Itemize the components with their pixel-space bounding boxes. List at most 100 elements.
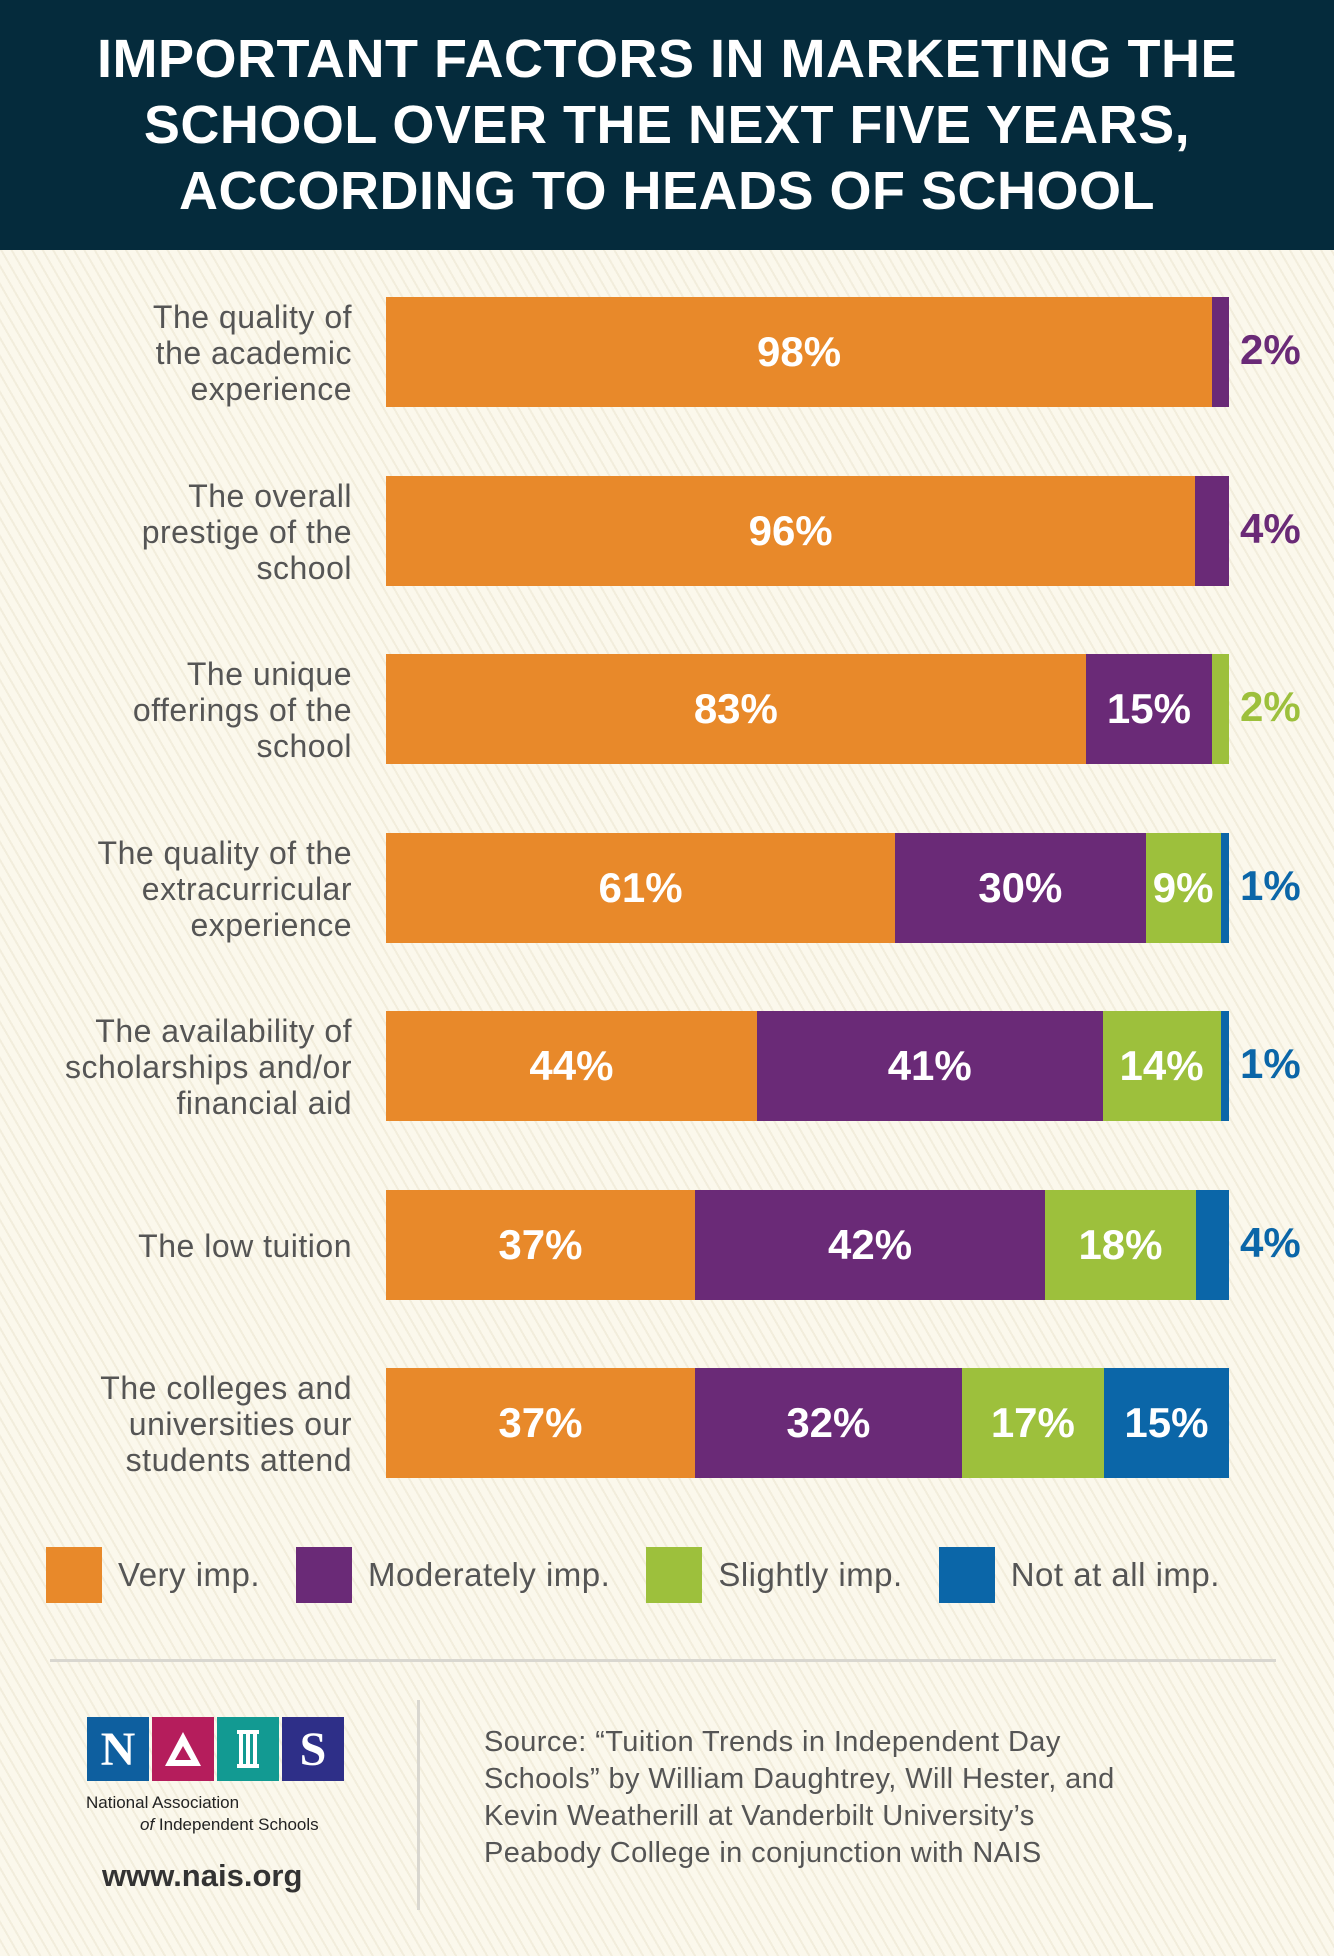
category-label: The colleges and universities our students… xyxy=(12,1370,352,1478)
data-label: 37% xyxy=(498,1399,583,1446)
category-label: The quality of the extracurricular experie… xyxy=(12,835,352,943)
legend-label: Slightly imp. xyxy=(718,1556,903,1593)
category-label-line: The overall xyxy=(188,477,352,514)
category-label-line: students attend xyxy=(125,1442,352,1478)
category-label-line: The quality of the xyxy=(97,834,352,871)
category-label-line: experience xyxy=(190,371,352,407)
website-link[interactable]: www.nais.org xyxy=(102,1858,303,1893)
data-label: 18% xyxy=(1078,1220,1163,1268)
data-label: 61% xyxy=(598,863,683,911)
data-label: 2% xyxy=(1240,326,1301,373)
bar-segment xyxy=(1220,1011,1229,1121)
chart-title-line: SCHOOL OVER THE NEXT FIVE YEARS, xyxy=(143,95,1191,155)
data-label: 42% xyxy=(828,1220,913,1268)
logo-block: N xyxy=(87,1717,149,1781)
org-name: National Association of Independent Scho… xyxy=(86,1792,319,1836)
category-label: The low tuition xyxy=(12,1228,352,1264)
data-label: 1% xyxy=(1240,861,1301,909)
data-label: 30% xyxy=(978,863,1063,911)
legend-label: Moderately imp. xyxy=(368,1556,611,1593)
category-label-line: The availability of xyxy=(95,1013,352,1049)
source-line: Schools” by William Daughtrey, Will Hest… xyxy=(484,1763,1115,1795)
legend-item: Not at all imp. xyxy=(938,1547,1220,1603)
bar-segment xyxy=(1195,1189,1229,1300)
category-label-line: The quality of xyxy=(152,299,352,335)
chart-title-line: ACCORDING TO HEADS OF SCHOOL xyxy=(178,161,1156,221)
category-label-line: The low tuition xyxy=(138,1227,352,1264)
bar-segment: 83% xyxy=(386,654,1086,764)
bar-segment: 98% xyxy=(386,297,1213,407)
data-label: 17% xyxy=(990,1399,1075,1446)
legend-swatch xyxy=(296,1547,353,1603)
data-label: 37% xyxy=(498,1220,583,1268)
bar-segment: 37% xyxy=(386,1368,695,1478)
legend-swatch xyxy=(46,1547,102,1603)
category-label-line: school xyxy=(256,549,352,586)
bar-segment: 42% xyxy=(694,1189,1046,1300)
stacked-bar-chart: The quality of the academic experience 98% 2… xyxy=(12,297,1301,1478)
logo-block xyxy=(152,1717,214,1781)
logo-block: S xyxy=(282,1717,344,1781)
source-note: Source: “Tuition Trends in Independent D… xyxy=(484,1724,1264,1872)
chart-title-line: IMPORTANT FACTORS IN MARKETING THE xyxy=(97,29,1237,89)
data-label: 41% xyxy=(887,1042,972,1089)
category-label-line: offerings of the xyxy=(132,692,352,728)
legend-item: Slightly imp. xyxy=(646,1547,902,1603)
category-label-line: The unique xyxy=(186,656,352,692)
bar-segment: 15% xyxy=(1085,654,1213,764)
bar-segment: 15% xyxy=(1103,1368,1229,1478)
legend-item: Very imp. xyxy=(46,1547,260,1603)
bar-segment: 17% xyxy=(961,1368,1104,1478)
bar-segment xyxy=(1212,654,1229,764)
legend-swatch xyxy=(646,1547,703,1603)
category-label-line: universities our xyxy=(128,1406,352,1442)
category-label-line: the academic xyxy=(155,335,352,371)
bar-segment: 32% xyxy=(694,1368,962,1478)
data-label: 4% xyxy=(1240,504,1301,552)
vertical-divider xyxy=(417,1700,420,1910)
category-label-line: experience xyxy=(190,906,352,943)
bar-segment: 18% xyxy=(1045,1189,1196,1300)
nais-logo: N S xyxy=(87,1717,347,1781)
category-label: The unique offerings of the school xyxy=(12,656,352,764)
source-line: Source: “Tuition Trends in Independent D… xyxy=(484,1726,1061,1758)
bar-segment: 30% xyxy=(895,832,1146,943)
legend-label: Very imp. xyxy=(118,1556,261,1593)
data-label: 44% xyxy=(529,1042,614,1089)
category-label-line: The colleges and xyxy=(100,1370,352,1406)
bar-segment xyxy=(1220,832,1229,943)
legend: Very imp. Moderately imp. Slightly imp. Not… xyxy=(46,1547,1256,1603)
bar-segment xyxy=(1195,475,1229,586)
bar-segment: 96% xyxy=(386,475,1196,586)
category-label-line: scholarships and/or xyxy=(65,1049,352,1085)
source-line: Kevin Weatherill at Vanderbilt Universit… xyxy=(484,1800,1035,1832)
bar-segment: 9% xyxy=(1145,832,1221,943)
data-label: 32% xyxy=(786,1399,871,1446)
legend-label: Not at all imp. xyxy=(1010,1556,1220,1593)
org-name-line: National Association xyxy=(86,1793,240,1812)
category-label: The availability of scholarships and/or fi… xyxy=(12,1013,352,1121)
data-label: 96% xyxy=(748,506,833,554)
source-line: Peabody College in conjunction with NAIS xyxy=(484,1837,1042,1869)
category-label: The overall prestige of the school xyxy=(12,478,352,586)
category-label-line: school xyxy=(256,728,352,764)
data-label: 14% xyxy=(1119,1042,1204,1089)
data-label: 15% xyxy=(1124,1399,1209,1446)
bar-segment: 44% xyxy=(386,1011,757,1121)
data-label: 2% xyxy=(1240,683,1301,730)
org-name-of: of xyxy=(140,1815,155,1834)
category-label: The quality of the academic experience xyxy=(12,299,352,407)
title-banner: IMPORTANT FACTORS IN MARKETING THE SCHOO… xyxy=(0,0,1334,250)
category-label-line: prestige of the xyxy=(141,513,352,550)
bar-segment xyxy=(1212,297,1229,407)
data-label: 9% xyxy=(1152,863,1214,911)
data-label: 4% xyxy=(1240,1218,1301,1266)
data-label: 1% xyxy=(1240,1040,1301,1087)
category-label-line: extracurricular xyxy=(141,870,352,907)
bar-segment: 41% xyxy=(756,1011,1103,1121)
category-label-line: financial aid xyxy=(176,1085,352,1121)
divider xyxy=(50,1659,1276,1662)
org-name-line: Independent Schools xyxy=(158,1815,319,1834)
bar-segment: 61% xyxy=(386,832,896,943)
bar-segment: 14% xyxy=(1102,1011,1221,1121)
